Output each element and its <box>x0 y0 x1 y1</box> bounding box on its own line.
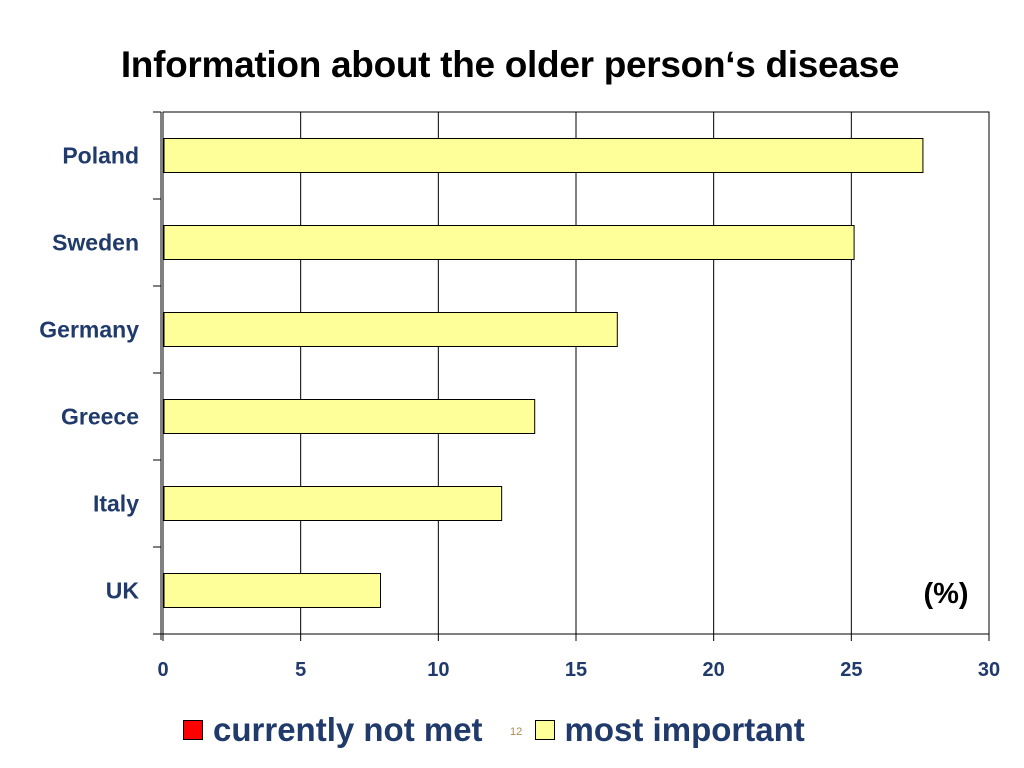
value-tick-label: 25 <box>840 659 862 681</box>
category-axis: Poland Sweden Germany Greece Italy UK <box>39 111 162 640</box>
chart-title: Information about the older person‘s dis… <box>120 44 900 85</box>
bar-italy <box>163 486 503 521</box>
value-tick-label: 20 <box>703 659 725 681</box>
legend: currently not met most important <box>183 710 857 750</box>
legend-swatch-currently-not-met <box>183 720 203 740</box>
unit-label: (%) <box>923 578 968 610</box>
bar-uk <box>163 573 382 608</box>
value-tick-label: 0 <box>157 659 168 681</box>
value-tick-label: 30 <box>978 659 1000 681</box>
legend-swatch-most-important <box>534 720 555 740</box>
category-label: Sweden <box>52 230 139 256</box>
value-tick-label: 15 <box>565 659 587 681</box>
bar-poland <box>163 138 924 173</box>
bar-sweden <box>163 225 855 260</box>
gridlines <box>300 112 852 634</box>
category-label: Italy <box>93 491 139 517</box>
value-tick-label: 10 <box>427 659 449 681</box>
bars <box>163 138 924 608</box>
legend-label-currently-not-met: currently not met <box>213 711 483 748</box>
value-tick-label: 5 <box>295 659 306 681</box>
category-label: Greece <box>61 404 139 430</box>
page-number: 12 <box>510 726 523 738</box>
legend-item-currently-not-met: currently not met <box>183 711 483 749</box>
legend-item-most-important: most important <box>534 711 805 749</box>
category-label: Germany <box>39 317 139 343</box>
bar-greece <box>163 399 536 434</box>
legend-label-most-important: most important <box>564 711 805 748</box>
bar-germany <box>163 312 618 347</box>
category-label: UK <box>106 578 140 604</box>
value-axis: 0 5 10 15 20 25 30 <box>157 633 1000 681</box>
category-label: Poland <box>62 143 139 169</box>
